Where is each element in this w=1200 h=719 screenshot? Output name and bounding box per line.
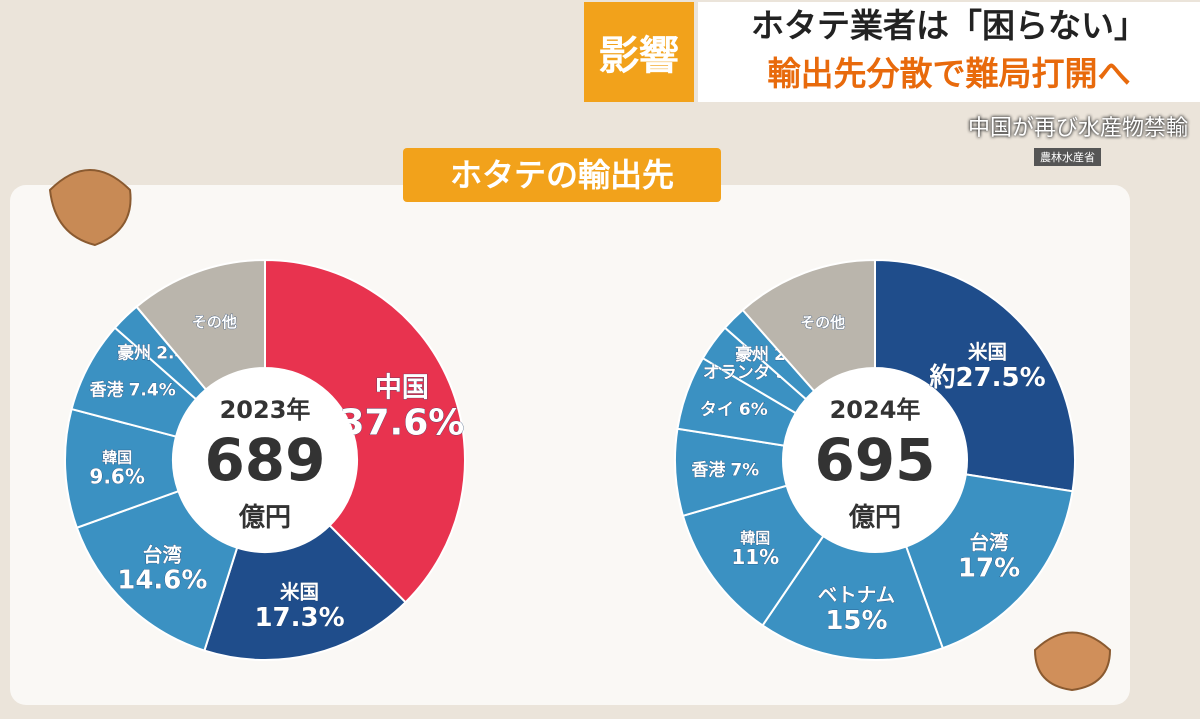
category-label: その他 bbox=[192, 313, 237, 331]
value-label: 17% bbox=[958, 553, 1020, 583]
value-label: 17.3% bbox=[254, 603, 344, 633]
slice-label: 中国 37.6% bbox=[339, 373, 464, 444]
category-label: タイ bbox=[700, 400, 734, 420]
category-label: オランダ bbox=[703, 362, 771, 383]
category-label: ベトナム bbox=[818, 584, 895, 607]
slice-label: 台湾 14.6% bbox=[117, 543, 207, 595]
slice-label: 台湾 17% bbox=[958, 531, 1020, 583]
total-unit: 億円 bbox=[848, 503, 901, 533]
total-unit: 億円 bbox=[238, 503, 291, 533]
donut-slice bbox=[681, 484, 825, 627]
headline-line: 輸出先分散で難局打開へ bbox=[767, 54, 1131, 93]
donut-slice bbox=[64, 407, 180, 530]
category-label: 韓国 bbox=[102, 449, 132, 467]
panel bbox=[10, 185, 1130, 705]
donut-slice bbox=[904, 473, 1074, 650]
scallop-icon bbox=[48, 169, 1112, 692]
donut-slice bbox=[761, 534, 945, 661]
total-value: 695 bbox=[814, 426, 935, 494]
donut-hole bbox=[783, 368, 967, 552]
donut-slice bbox=[701, 326, 808, 415]
value-label: 6% bbox=[739, 400, 768, 420]
donut-slice bbox=[113, 305, 208, 401]
category-label: 米国 bbox=[968, 341, 1007, 364]
category-label: 香港 bbox=[90, 379, 125, 400]
donut-slice bbox=[676, 356, 798, 447]
value-label: 2% bbox=[774, 345, 803, 365]
category-label: 中国 bbox=[375, 373, 429, 404]
slice-label: オランダ 3% bbox=[703, 362, 805, 383]
total-value: 689 bbox=[204, 426, 325, 494]
category-label: 台湾 bbox=[143, 543, 183, 566]
donut-slice bbox=[264, 258, 466, 604]
headline: ホタテ業者は「困らない」 輸出先分散で難局打開へ bbox=[698, 2, 1200, 102]
donut-slice bbox=[70, 326, 198, 438]
center-label: 2024年 bbox=[830, 396, 921, 424]
subtitle: 中国が再び水産物禁輸 bbox=[967, 116, 1188, 141]
value-label: 11% bbox=[731, 545, 779, 569]
slice-label: 香港 7.4% bbox=[90, 379, 176, 400]
slice-label: 米国約27.5% bbox=[928, 341, 1045, 393]
donut-slice bbox=[674, 427, 788, 518]
donut-slice bbox=[723, 308, 816, 401]
value-label: 3% bbox=[776, 363, 805, 383]
slice-label: ベトナム 15% bbox=[818, 584, 895, 636]
category-label: 豪州 bbox=[735, 344, 769, 365]
category-label: 香港 bbox=[691, 459, 726, 480]
slice-label: 豪州 2% bbox=[735, 344, 803, 365]
slice-label: 米国 17.3% bbox=[254, 581, 344, 633]
panel-title-bg bbox=[403, 148, 721, 202]
donut-hole bbox=[173, 368, 357, 552]
value-label: 9.6% bbox=[89, 465, 144, 489]
value-label: 2.4% bbox=[156, 344, 203, 364]
badge: 影響 bbox=[584, 2, 694, 102]
headline-line: ホタテ業者は「困らない」 bbox=[751, 6, 1147, 45]
value-label: 14.6% bbox=[117, 566, 207, 596]
category-label: 米国 bbox=[280, 581, 319, 604]
value-label: 7.4% bbox=[129, 380, 176, 400]
slice-label: 韓国 9.6% bbox=[89, 449, 144, 489]
slice-label: 韓国 11% bbox=[731, 529, 779, 569]
value-label: 約27.5% bbox=[928, 362, 1045, 393]
slice-label: その他 bbox=[192, 313, 237, 331]
category-label: 豪州 bbox=[117, 343, 151, 364]
value-label: 37.6% bbox=[339, 402, 464, 443]
donut-slice bbox=[874, 258, 1076, 493]
value-label: 7% bbox=[730, 460, 759, 480]
slice-label: その他 bbox=[800, 314, 845, 332]
category-label: 台湾 bbox=[970, 531, 1010, 554]
source: 農林水産省 bbox=[1034, 148, 1101, 166]
panel-title: ホタテの輸出先 bbox=[450, 156, 674, 194]
slice-label: タイ 6% bbox=[700, 400, 768, 420]
slice-label: 香港 7% bbox=[691, 459, 759, 480]
donut-slice bbox=[75, 489, 239, 652]
center-label: 2023年 bbox=[220, 396, 311, 424]
donut-slice bbox=[203, 524, 407, 661]
slice-label: 豪州 2.4% bbox=[117, 343, 203, 364]
category-label: その他 bbox=[800, 314, 845, 332]
donut-slice bbox=[741, 258, 876, 393]
donut-slice bbox=[135, 258, 266, 391]
category-label: 韓国 bbox=[740, 529, 770, 547]
value-label: 15% bbox=[825, 606, 887, 636]
